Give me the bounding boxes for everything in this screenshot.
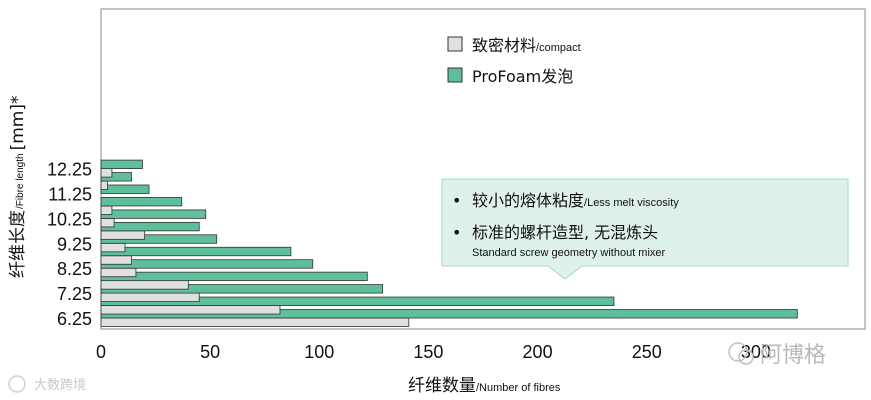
watermark-right: 阿博格 [728, 342, 826, 368]
bar-compact-7_25 [100, 292, 200, 303]
bar-profoam-10_25 [100, 209, 207, 219]
bar-compact-8_75 [100, 255, 132, 265]
x-tick-label: 100 [304, 342, 334, 362]
bar-compact-6_75 [100, 305, 281, 315]
annotation-line-1-sub: /Less melt viscosity [584, 197, 679, 209]
wechat-icon [728, 342, 748, 362]
y-axis-label: 纤维长度/Fibre length [mm]* [8, 96, 28, 278]
annotation-line-2-sub: Standard screw geometry without mixer [472, 247, 666, 259]
x-axis-label-main: 纤维数量 [408, 376, 476, 396]
y-axis-label-unit: [mm]* [8, 96, 28, 151]
y-axis-label-sub: /Fibre length [15, 153, 26, 209]
watermark-left-icon [8, 375, 26, 393]
legend-swatch-compact [447, 36, 463, 52]
legend-label-profoam: ProFoam发泡 [472, 67, 573, 86]
bar-profoam-8_25 [100, 259, 314, 269]
x-axis-label: 纤维数量/Number of fibres [408, 376, 561, 396]
annotation-pointer [546, 265, 584, 280]
x-tick-label: 50 [200, 342, 220, 362]
bar-profoam-11_25 [100, 184, 150, 194]
x-tick-label: 250 [632, 342, 662, 362]
y-axis-label-main: 纤维长度 [8, 210, 28, 278]
watermark-left: 大数跨境 [8, 375, 86, 393]
annotation-line-1-main: 较小的熔体粘度 [472, 191, 584, 210]
y-tick-label: 8.25 [57, 259, 92, 279]
annotation-bullet-2: • [452, 223, 461, 242]
y-tick-label: 7.25 [57, 284, 92, 304]
bar-profoam-8_75 [100, 246, 292, 257]
bar-profoam-9_75 [100, 221, 200, 232]
legend-compact-main: 致密材料 [472, 36, 536, 55]
bar-compact-6_25 [100, 317, 410, 327]
x-tick-labels: 0 50 100 150 200 250 300 [96, 342, 771, 362]
watermark-right-text: 阿博格 [760, 343, 826, 368]
annotation-box [441, 178, 849, 267]
annotation-line-2-main: 标准的螺杆造型, 无混炼头 [472, 223, 658, 242]
legend-label-compact: 致密材料/compact [472, 36, 581, 55]
y-tick-label: 10.25 [47, 209, 92, 229]
bar-compact-9_75 [100, 230, 146, 240]
y-tick-labels: 6.25 7.25 8.25 9.25 10.25 11.25 12.25 [47, 160, 92, 329]
y-tick-label: 12.25 [47, 160, 92, 180]
bar-compact-9_25 [100, 242, 126, 253]
wechat-icon-secondary [738, 349, 754, 365]
y-tick-label: 11.25 [48, 185, 92, 205]
annotation-bullet-1: • [452, 191, 461, 210]
bar-compact-11_75 [100, 180, 108, 190]
bar-profoam-7_75 [100, 271, 368, 282]
bar-compact-12_25 [100, 168, 113, 178]
legend-swatch-profoam [447, 67, 463, 83]
y-tick-label: 6.25 [57, 309, 92, 329]
annotation-callout: • 较小的熔体粘度/Less melt viscosity • 标准的螺杆造型,… [441, 178, 849, 280]
x-tick-label: 0 [96, 342, 106, 362]
annotation-line-1: 较小的熔体粘度/Less melt viscosity [472, 191, 679, 210]
bars-group [100, 159, 798, 327]
bar-compact-8_25 [100, 267, 137, 278]
x-tick-label: 150 [413, 342, 443, 362]
bar-compact-10_75 [100, 205, 113, 215]
legend-compact-sub: /compact [536, 42, 581, 54]
legend: 致密材料/compact ProFoam发泡 [447, 36, 581, 86]
y-tick-label: 9.25 [57, 234, 92, 254]
bar-compact-7_75 [100, 280, 189, 290]
x-tick-label: 200 [523, 342, 553, 362]
bar-profoam-12_25 [100, 159, 143, 170]
bar-profoam-10_75 [100, 197, 183, 207]
x-tick-label: 300 [741, 342, 771, 362]
watermark-left-text: 大数跨境 [34, 378, 86, 393]
bar-compact-10_25 [100, 217, 115, 228]
x-axis-label-sub: /Number of fibres [476, 382, 561, 394]
